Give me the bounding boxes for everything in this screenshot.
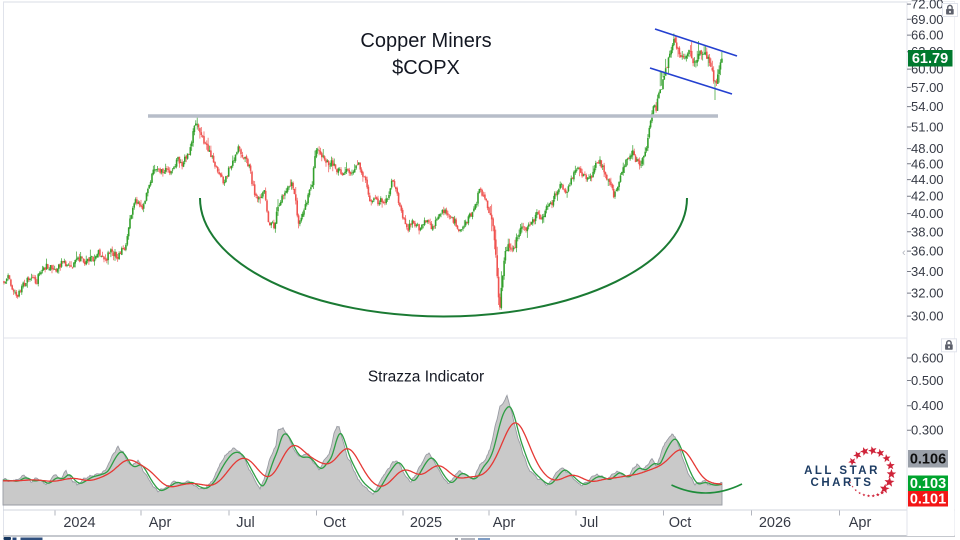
svg-text:Oct: Oct <box>323 515 346 531</box>
svg-text:30.00: 30.00 <box>911 309 944 324</box>
svg-text:42.00: 42.00 <box>911 189 944 204</box>
svg-text:0.103: 0.103 <box>910 476 946 492</box>
svg-text:0.300: 0.300 <box>911 423 944 438</box>
svg-text:Oct: Oct <box>669 515 692 531</box>
svg-text:38.00: 38.00 <box>911 224 944 239</box>
svg-text:0.500: 0.500 <box>911 373 944 388</box>
svg-text:57.00: 57.00 <box>911 80 944 95</box>
svg-text:40.00: 40.00 <box>911 206 944 221</box>
svg-text:Strazza Indicator: Strazza Indicator <box>368 369 484 386</box>
svg-text:66.00: 66.00 <box>911 28 944 43</box>
svg-text:69.00: 69.00 <box>911 12 944 27</box>
svg-text:2024: 2024 <box>63 515 95 531</box>
svg-text:Apr: Apr <box>493 515 516 531</box>
svg-text:54.00: 54.00 <box>911 99 944 114</box>
svg-text:‹: ‹ <box>902 247 906 259</box>
svg-text:2025: 2025 <box>410 515 442 531</box>
svg-text:Jul: Jul <box>580 515 599 531</box>
svg-text:0.101: 0.101 <box>910 492 946 508</box>
svg-text:36.00: 36.00 <box>911 244 944 259</box>
svg-text:$COPX: $COPX <box>392 57 460 79</box>
svg-text:34.00: 34.00 <box>911 264 944 279</box>
svg-text:2026: 2026 <box>759 515 791 531</box>
svg-text:Jul: Jul <box>236 515 255 531</box>
svg-text:51.00: 51.00 <box>911 120 944 135</box>
svg-text:46.00: 46.00 <box>911 156 944 171</box>
svg-text:0.106: 0.106 <box>910 452 946 468</box>
svg-text:Apr: Apr <box>149 515 172 531</box>
svg-text:32.00: 32.00 <box>911 286 944 301</box>
svg-text:Copper Miners: Copper Miners <box>360 30 491 52</box>
svg-text:ALL STAR: ALL STAR <box>804 465 880 477</box>
svg-text:0.600: 0.600 <box>911 351 944 366</box>
svg-text:0.400: 0.400 <box>911 398 944 413</box>
svg-text:CHARTS: CHARTS <box>811 477 874 489</box>
svg-text:44.00: 44.00 <box>911 172 944 187</box>
svg-text:Apr: Apr <box>849 515 872 531</box>
svg-text:48.00: 48.00 <box>911 141 944 156</box>
svg-text:61.79: 61.79 <box>912 51 948 67</box>
svg-text:72.00: 72.00 <box>911 0 944 12</box>
